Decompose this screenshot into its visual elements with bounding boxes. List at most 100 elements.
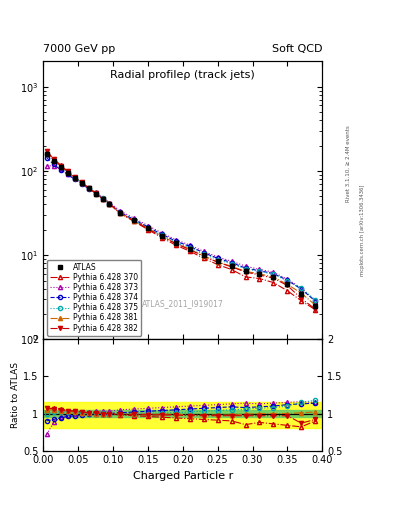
Pythia 6.428 381 [201, 253, 206, 259]
Pythia 6.428 381 [51, 157, 56, 163]
Text: Soft QCD: Soft QCD [272, 44, 322, 54]
Pythia 6.428 375 [313, 297, 318, 303]
Pythia 6.428 381 [72, 175, 77, 181]
Legend: ATLAS, Pythia 6.428 370, Pythia 6.428 373, Pythia 6.428 374, Pythia 6.428 375, P: ATLAS, Pythia 6.428 370, Pythia 6.428 37… [47, 260, 141, 335]
Pythia 6.428 381 [86, 185, 91, 191]
Pythia 6.428 374 [118, 209, 122, 216]
Pythia 6.428 374 [79, 181, 84, 187]
Pythia 6.428 373 [257, 266, 262, 272]
Pythia 6.428 374 [65, 172, 70, 178]
X-axis label: Charged Particle r: Charged Particle r [132, 471, 233, 481]
Pythia 6.428 382 [173, 241, 178, 247]
Pythia 6.428 375 [100, 195, 105, 201]
Pythia 6.428 370 [72, 174, 77, 180]
Pythia 6.428 370 [243, 274, 248, 280]
Pythia 6.428 373 [243, 263, 248, 269]
Pythia 6.428 375 [93, 190, 98, 196]
Pythia 6.428 375 [118, 209, 122, 216]
Pythia 6.428 374 [93, 190, 98, 197]
Pythia 6.428 370 [215, 262, 220, 268]
Pythia 6.428 381 [299, 290, 304, 296]
Pythia 6.428 374 [257, 268, 262, 274]
Pythia 6.428 382 [145, 226, 150, 232]
Pythia 6.428 375 [145, 225, 150, 231]
Pythia 6.428 375 [299, 285, 304, 291]
Pythia 6.428 381 [313, 302, 318, 308]
Line: Pythia 6.428 374: Pythia 6.428 374 [45, 156, 318, 303]
Pythia 6.428 375 [79, 180, 84, 186]
Pythia 6.428 370 [132, 218, 136, 224]
Pythia 6.428 373 [118, 208, 122, 214]
Pythia 6.428 374 [44, 155, 49, 161]
Pythia 6.428 382 [86, 185, 91, 191]
Pythia 6.428 373 [132, 215, 136, 221]
Pythia 6.428 375 [271, 271, 276, 278]
Pythia 6.428 381 [44, 149, 49, 155]
Pythia 6.428 374 [229, 260, 234, 266]
Pythia 6.428 373 [271, 269, 276, 275]
Pythia 6.428 374 [299, 286, 304, 292]
Pythia 6.428 373 [313, 297, 318, 304]
Pythia 6.428 373 [173, 237, 178, 243]
Pythia 6.428 373 [285, 276, 290, 282]
Pythia 6.428 381 [100, 196, 105, 202]
Pythia 6.428 382 [79, 179, 84, 185]
Text: Radial profileρ (track jets): Radial profileρ (track jets) [110, 70, 255, 80]
Pythia 6.428 375 [65, 169, 70, 175]
Pythia 6.428 382 [271, 275, 276, 281]
Pythia 6.428 382 [187, 247, 192, 253]
Pythia 6.428 374 [215, 255, 220, 262]
Pythia 6.428 370 [201, 255, 206, 261]
Pythia 6.428 381 [243, 268, 248, 274]
Pythia 6.428 370 [160, 234, 164, 241]
Pythia 6.428 370 [79, 179, 84, 185]
Pythia 6.428 374 [72, 176, 77, 182]
Pythia 6.428 373 [229, 258, 234, 264]
Pythia 6.428 382 [100, 196, 105, 202]
Pythia 6.428 375 [201, 251, 206, 257]
Pythia 6.428 374 [160, 231, 164, 238]
Pythia 6.428 374 [58, 167, 63, 173]
Pythia 6.428 370 [257, 275, 262, 282]
Pythia 6.428 373 [58, 166, 63, 173]
Pythia 6.428 381 [107, 201, 112, 207]
Pythia 6.428 381 [229, 263, 234, 269]
Pythia 6.428 370 [51, 156, 56, 162]
Pythia 6.428 375 [160, 232, 164, 239]
Pythia 6.428 381 [160, 233, 164, 239]
Pythia 6.428 373 [93, 189, 98, 196]
Pythia 6.428 382 [72, 174, 77, 180]
Pythia 6.428 370 [118, 210, 122, 217]
Pythia 6.428 381 [285, 281, 290, 287]
Pythia 6.428 370 [299, 298, 304, 304]
Pythia 6.428 370 [86, 185, 91, 191]
Pythia 6.428 375 [44, 151, 49, 157]
Pythia 6.428 373 [79, 180, 84, 186]
Pythia 6.428 374 [86, 186, 91, 192]
Pythia 6.428 370 [187, 248, 192, 254]
Pythia 6.428 382 [44, 148, 49, 154]
Pythia 6.428 374 [132, 217, 136, 223]
Pythia 6.428 381 [65, 169, 70, 175]
Pythia 6.428 373 [160, 230, 164, 236]
Pythia 6.428 373 [107, 200, 112, 206]
Pythia 6.428 382 [58, 163, 63, 169]
Pythia 6.428 381 [173, 240, 178, 246]
Pythia 6.428 375 [229, 261, 234, 267]
Pythia 6.428 382 [132, 218, 136, 224]
Pythia 6.428 370 [229, 266, 234, 272]
Pythia 6.428 370 [173, 242, 178, 248]
Pythia 6.428 382 [285, 283, 290, 289]
Line: Pythia 6.428 370: Pythia 6.428 370 [45, 150, 318, 312]
Text: 7000 GeV pp: 7000 GeV pp [43, 44, 116, 54]
Pythia 6.428 373 [65, 170, 70, 177]
Pythia 6.428 375 [51, 158, 56, 164]
Pythia 6.428 382 [229, 264, 234, 270]
Pythia 6.428 381 [58, 163, 63, 169]
Pythia 6.428 374 [313, 298, 318, 304]
Pythia 6.428 381 [187, 246, 192, 252]
Pythia 6.428 382 [215, 259, 220, 265]
Pythia 6.428 375 [72, 175, 77, 181]
Pythia 6.428 374 [187, 243, 192, 249]
Pythia 6.428 374 [285, 277, 290, 283]
